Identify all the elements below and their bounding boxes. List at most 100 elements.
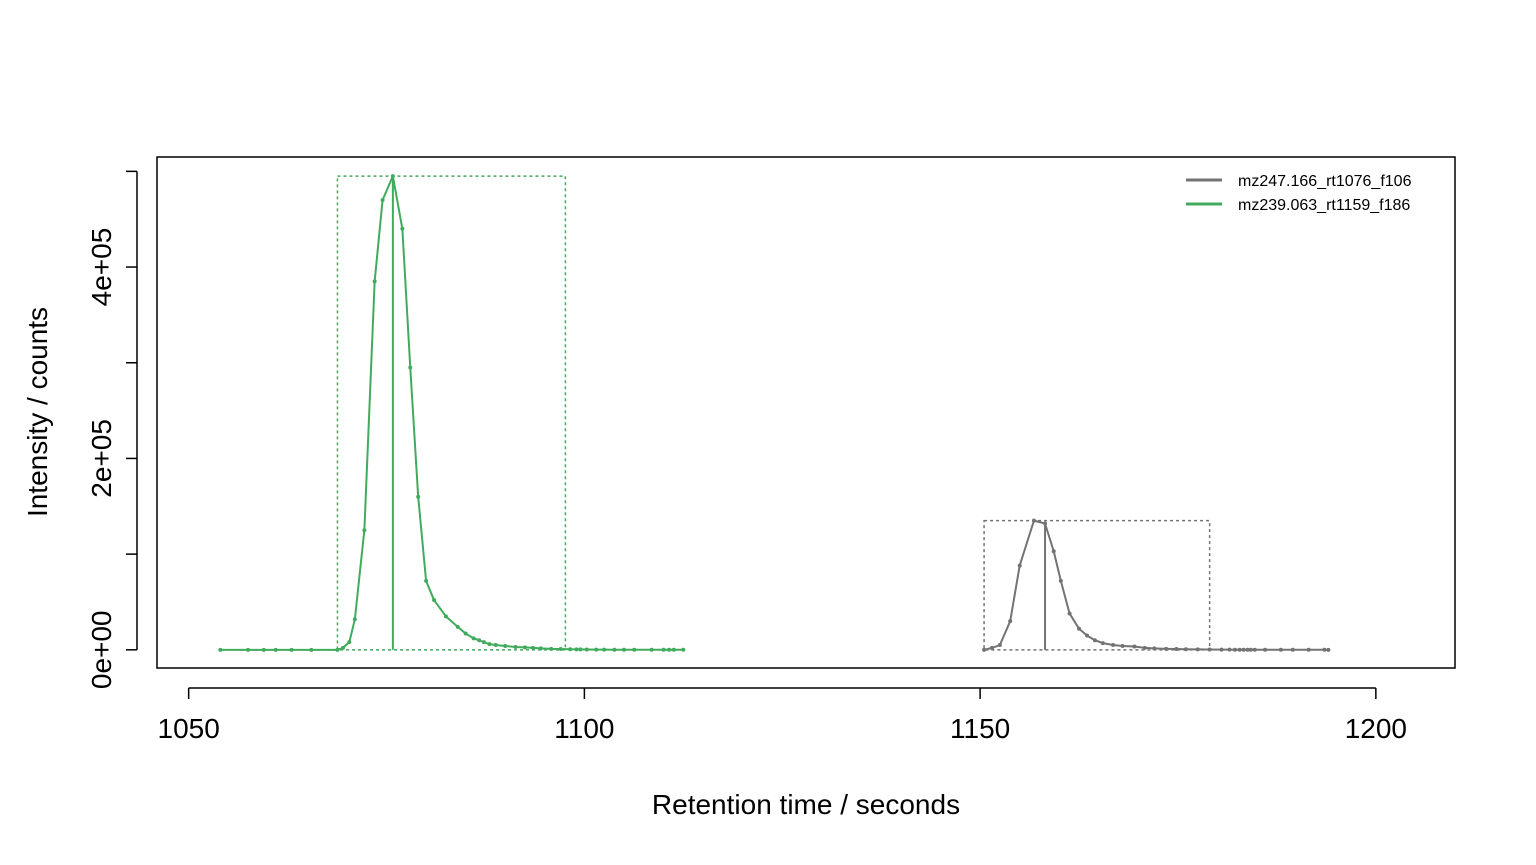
data-point [424,578,429,583]
data-point [1017,563,1022,568]
y-axis-label: Intensity / counts [22,307,53,517]
data-point [503,643,508,648]
data-point [477,638,482,643]
data-point [530,645,535,650]
data-point [602,647,607,652]
data-point [335,647,340,652]
data-point [463,631,468,636]
data-point [400,226,405,231]
data-point [1252,647,1257,652]
data-point [1043,521,1048,526]
data-point [621,647,626,652]
data-point [246,647,251,652]
data-point [471,636,476,641]
data-point [1219,647,1224,652]
data-point [1245,647,1250,652]
data-point [481,640,486,645]
data-point [1290,647,1295,652]
series-line [983,519,1329,651]
data-point [289,647,294,652]
data-point [340,645,345,650]
data-point [997,643,1002,648]
data-point [568,647,573,652]
data-point [1237,647,1242,652]
data-point [432,598,437,603]
data-point [661,647,666,652]
data-point [667,647,672,652]
data-point [1120,643,1125,648]
data-point [632,647,637,652]
data-point [1174,647,1179,652]
data-point [1067,611,1072,616]
data-point [455,624,460,629]
data-point [1248,647,1253,652]
data-point [1195,647,1200,652]
data-point [362,528,367,533]
x-axis: 1050 1100 1150 1200 [158,687,1407,744]
data-point [261,647,266,652]
x-axis-label: Retention time / seconds [652,789,960,820]
peak-box [336,175,567,651]
data-point [982,647,987,652]
data-point [1152,646,1157,651]
data-point [1111,643,1116,648]
data-point [578,647,583,652]
data-point [416,494,421,499]
data-point [309,647,314,652]
x-tick-label: 1100 [554,713,614,744]
data-point [1058,578,1063,583]
data-point [1263,647,1268,652]
data-point [372,279,377,284]
data-point [1227,647,1232,652]
x-tick-label: 1200 [1345,713,1407,744]
data-point [1142,645,1147,650]
data-point [1306,647,1311,652]
data-point [1008,619,1013,624]
series-layer [218,174,1331,652]
data-point [681,647,686,652]
data-point [1164,646,1169,651]
data-point [443,614,448,619]
legend-label: mz247.166_rt1076_f106 [1238,173,1412,190]
y-tick-label: 4e+05 [86,228,117,307]
data-point [1278,647,1283,652]
data-point [273,647,278,652]
legend-label: mz239.063_rt1159_f186 [1238,197,1410,214]
data-point [347,640,352,645]
data-point [1241,647,1246,652]
x-tick-label: 1050 [158,713,220,744]
legend: mz247.166_rt1076_f106 mz239.063_rt1159_f1… [1186,173,1412,214]
data-point [538,646,543,651]
data-point [1092,638,1097,643]
data-point [1322,647,1327,652]
data-point [989,645,994,650]
data-point [1051,549,1056,554]
data-point [1232,647,1237,652]
data-point [390,174,395,179]
data-point [594,647,599,652]
data-point [493,643,498,648]
data-point [584,647,589,652]
data-point [1207,647,1212,652]
data-point [380,198,385,203]
data-point [549,646,554,651]
series-line [220,175,684,651]
data-point [1132,644,1137,649]
y-tick-label: 0e+00 [86,610,117,689]
data-point [1077,626,1082,631]
data-point [352,617,357,622]
peak-box [983,519,1211,651]
y-axis: 0e+00 2e+05 4e+05 [86,170,138,689]
data-point [574,647,579,652]
y-tick-label: 2e+05 [86,419,117,498]
x-tick-label: 1150 [950,713,1010,744]
data-point [513,644,518,649]
data-point [1326,647,1331,652]
series-group [218,174,686,652]
data-point [1100,641,1105,646]
series-group [982,518,1331,652]
data-point [1183,647,1188,652]
data-point [1084,633,1089,638]
plot-frame [156,156,1456,669]
